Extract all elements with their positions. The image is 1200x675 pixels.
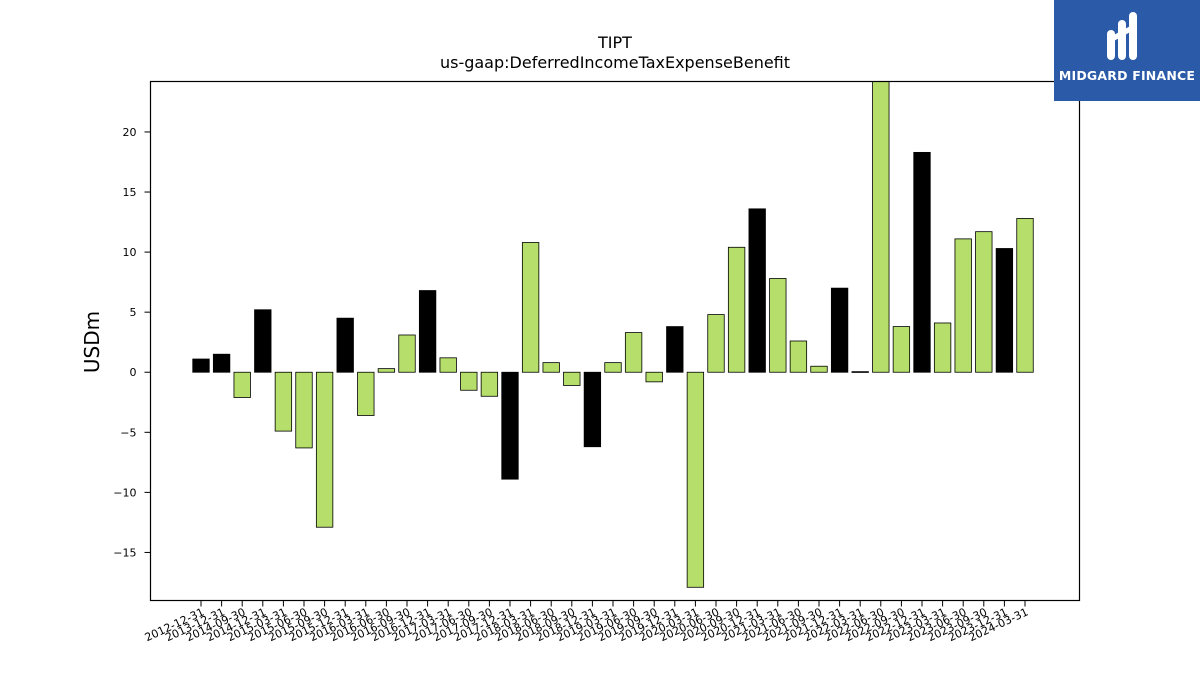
midgard-logo-icon (1107, 12, 1137, 60)
bar-2023-06-30 (954, 238, 972, 373)
midgard-finance-logo: MIDGARD FINANCE (1054, 0, 1200, 101)
y-tick-label: 0 (130, 366, 137, 379)
bar-2021-09-30 (810, 365, 828, 373)
chart-title: TIPT (597, 33, 632, 52)
logo-text: MIDGARD FINANCE (1058, 68, 1196, 83)
bar-2015-12-31 (336, 317, 354, 373)
y-tick-label: 15 (123, 186, 137, 199)
bar-2022-09-30 (892, 326, 911, 373)
bar-2020-12-31 (748, 208, 766, 373)
bar-2017-09-30 (480, 371, 499, 397)
chart-subtitle: us-gaap:DeferredIncomeTaxExpenseBenefit (440, 53, 790, 72)
bar-2018-09-30 (563, 371, 581, 386)
y-tick-label: −15 (113, 546, 136, 559)
bar-2015-09-30 (315, 371, 334, 528)
bar-2016-12-31 (418, 290, 437, 373)
bar-2013-12-31 (212, 353, 231, 373)
y-tick-label: 10 (123, 246, 137, 259)
bar-2017-03-31 (439, 357, 457, 373)
bar-series (192, 81, 1034, 588)
y-tick-label: −5 (120, 426, 136, 439)
y-tick-label: −10 (113, 486, 136, 499)
y-axis-label: USDm (80, 311, 104, 373)
bar-2021-03-31 (769, 278, 787, 373)
bar-2020-03-31 (686, 371, 705, 588)
bar-2020-09-30 (727, 246, 746, 373)
bar-2023-03-31 (933, 322, 952, 373)
x-axis-ticks: 2012-12-312013-12-312014-09-302014-12-31… (143, 600, 1030, 644)
bar-2019-03-31 (604, 362, 622, 373)
bar-2018-12-31 (583, 371, 602, 448)
bar-2018-06-30 (542, 362, 560, 373)
bar-2017-06-30 (460, 371, 478, 391)
bar-2022-06-30 (872, 81, 890, 373)
bar-2015-03-31 (274, 371, 293, 432)
bar-2016-06-30 (377, 368, 396, 373)
bar-2021-12-31 (830, 287, 849, 373)
bar-2016-03-31 (357, 371, 375, 416)
bar-2022-12-31 (913, 151, 931, 373)
plot-frame (149, 80, 1081, 602)
bar-2014-12-31 (254, 309, 272, 373)
y-axis-ticks: −15 −10 −5 0 5 10 15 20 (113, 126, 151, 559)
bar-2019-09-30 (645, 371, 663, 383)
bar-2018-03-31 (521, 242, 540, 373)
bar-2020-06-30 (707, 314, 725, 373)
bar-2021-06-30 (789, 340, 808, 373)
bar-2023-12-31 (995, 248, 1014, 373)
bar-2019-06-30 (624, 332, 643, 373)
bar-2024-03-31 (1016, 218, 1034, 373)
bar-2016-09-30 (398, 334, 416, 373)
bar-2022-03-31 (851, 371, 869, 373)
bar-2019-12-31 (666, 326, 684, 373)
y-tick-label: 5 (130, 306, 137, 319)
y-tick-label: 20 (123, 126, 137, 139)
bar-2015-06-30 (295, 371, 313, 449)
bar-2012-12-31 (192, 358, 210, 373)
bar-2023-09-30 (975, 231, 993, 373)
bar-2014-09-30 (233, 371, 251, 398)
bar-2017-12-31 (501, 371, 519, 480)
